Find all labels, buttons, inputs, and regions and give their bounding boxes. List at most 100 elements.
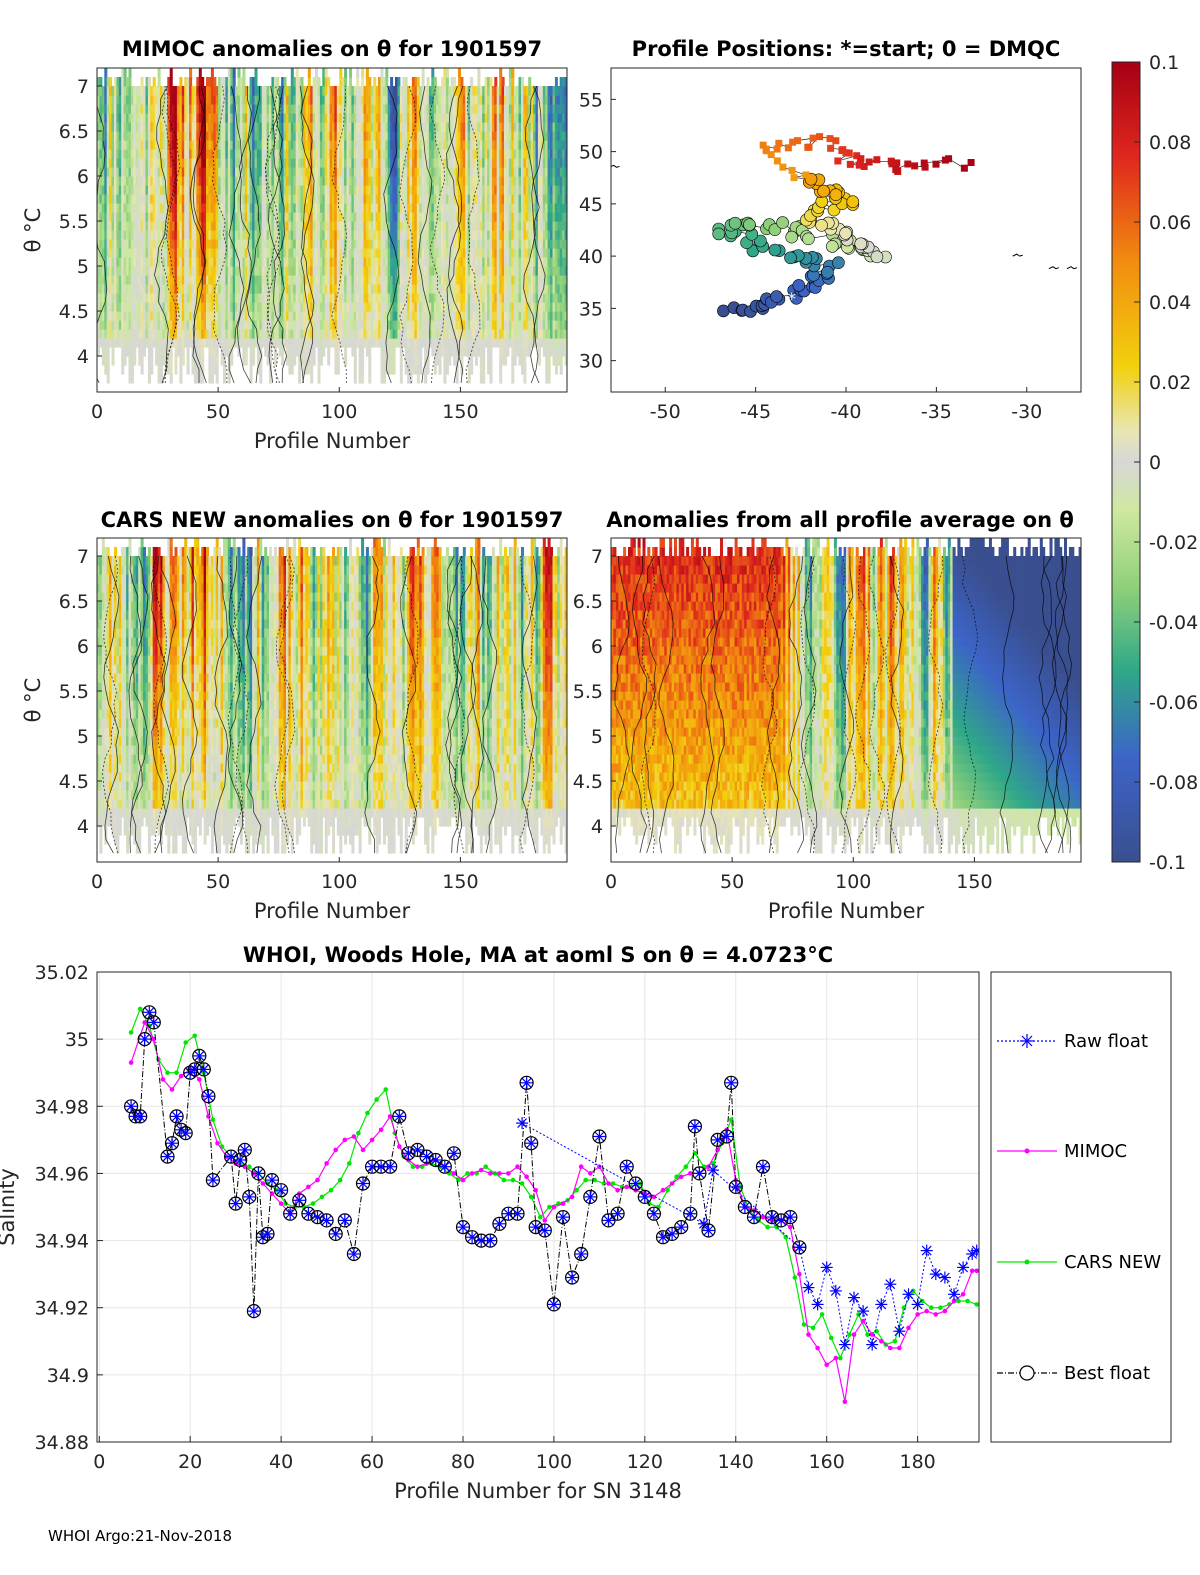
heatmap-cell — [346, 95, 350, 105]
heatmap-cell — [97, 104, 101, 114]
heatmap-cell — [375, 104, 379, 114]
heatmap-cell — [407, 284, 411, 294]
heatmap-cell — [111, 212, 115, 222]
heatmap-cell — [145, 140, 149, 150]
heatmap-cell — [319, 176, 323, 186]
heatmap-cell — [210, 302, 214, 312]
heatmap-cell — [126, 77, 130, 87]
heatmap-cell — [373, 176, 377, 186]
heatmap-cell — [179, 257, 183, 267]
heatmap-cell — [169, 311, 173, 321]
heatmap-cell — [133, 140, 137, 150]
heatmap-cell — [300, 248, 304, 258]
heatmap-cell — [436, 293, 440, 303]
heatmap-cell — [334, 239, 338, 249]
heatmap-cell — [230, 338, 234, 348]
heatmap-cell — [460, 275, 464, 285]
heatmap-cell — [353, 311, 357, 321]
heatmap-cell — [223, 221, 227, 231]
heatmap-cell — [368, 239, 372, 249]
heatmap-cell — [220, 248, 224, 258]
heatmap-cell — [223, 338, 227, 348]
heatmap-cell — [319, 266, 323, 276]
heatmap-cell — [404, 329, 408, 339]
heatmap-cell — [145, 185, 149, 195]
heatmap-cell — [380, 158, 384, 168]
heatmap-cell — [426, 158, 430, 168]
heatmap-cell — [453, 275, 457, 285]
heatmap-cell — [145, 194, 149, 204]
heatmap-cell — [319, 185, 323, 195]
heatmap-cell — [462, 221, 466, 231]
heatmap-cell — [179, 149, 183, 159]
heatmap-cell — [470, 158, 474, 168]
heatmap-cell — [363, 140, 367, 150]
heatmap-cell — [409, 221, 413, 231]
heatmap-cell — [336, 131, 340, 141]
heatmap-cell — [450, 347, 454, 357]
heatmap-cell — [244, 320, 248, 330]
heatmap-cell — [261, 113, 265, 123]
heatmap-cell — [399, 347, 403, 357]
heatmap-cell — [322, 284, 326, 294]
heatmap-cell — [356, 293, 360, 303]
heatmap-cell — [448, 86, 452, 96]
heatmap-cell — [106, 203, 110, 213]
heatmap-cell — [433, 329, 437, 339]
heatmap-cell — [315, 257, 319, 267]
heatmap-cell — [361, 203, 365, 213]
heatmap-cell — [341, 311, 345, 321]
heatmap-cell — [147, 167, 151, 177]
heatmap-cell — [438, 293, 442, 303]
heatmap-cell — [191, 302, 195, 312]
heatmap-cell — [390, 149, 394, 159]
heatmap-cell — [264, 86, 268, 96]
heatmap-cell — [349, 257, 353, 267]
heatmap-cell — [358, 194, 362, 204]
heatmap-cell — [121, 77, 125, 87]
heatmap-cell — [208, 185, 212, 195]
heatmap-cell — [261, 167, 265, 177]
heatmap-cell — [397, 113, 401, 123]
heatmap-cell — [150, 176, 154, 186]
heatmap-cell — [223, 356, 227, 366]
heatmap-cell — [467, 329, 471, 339]
heatmap-cell — [409, 284, 413, 294]
heatmap-cell — [126, 257, 130, 267]
heatmap-cell — [128, 104, 132, 114]
heatmap-cell — [358, 257, 362, 267]
heatmap-cell — [184, 275, 188, 285]
heatmap-cell — [218, 338, 222, 348]
heatmap-cell — [162, 347, 166, 357]
heatmap-cell — [344, 320, 348, 330]
heatmap-cell — [392, 104, 396, 114]
heatmap-cell — [145, 320, 149, 330]
heatmap-cell — [99, 266, 103, 276]
heatmap-cell — [198, 167, 202, 177]
heatmap-cell — [392, 248, 396, 258]
heatmap-cell — [353, 365, 357, 375]
heatmap-cell — [273, 338, 277, 348]
heatmap-cell — [344, 122, 348, 132]
heatmap-cell — [404, 347, 408, 357]
heatmap-cell — [370, 311, 374, 321]
heatmap-cell — [361, 329, 365, 339]
heatmap-cell — [281, 77, 285, 87]
heatmap-cell — [196, 338, 200, 348]
heatmap-cell — [232, 185, 236, 195]
heatmap-cell — [283, 203, 287, 213]
heatmap-cell — [101, 275, 105, 285]
heatmap-cell — [293, 239, 297, 249]
heatmap-cell — [438, 149, 442, 159]
heatmap-cell — [433, 158, 437, 168]
heatmap-cell — [135, 320, 139, 330]
heatmap-cell — [373, 221, 377, 231]
heatmap-cell — [300, 257, 304, 267]
heatmap-cell — [312, 203, 316, 213]
heatmap-cell — [198, 158, 202, 168]
heatmap-cell — [106, 77, 110, 87]
heatmap-cell — [368, 131, 372, 141]
heatmap-cell — [160, 149, 164, 159]
heatmap-cell — [210, 284, 214, 294]
heatmap-cell — [349, 194, 353, 204]
